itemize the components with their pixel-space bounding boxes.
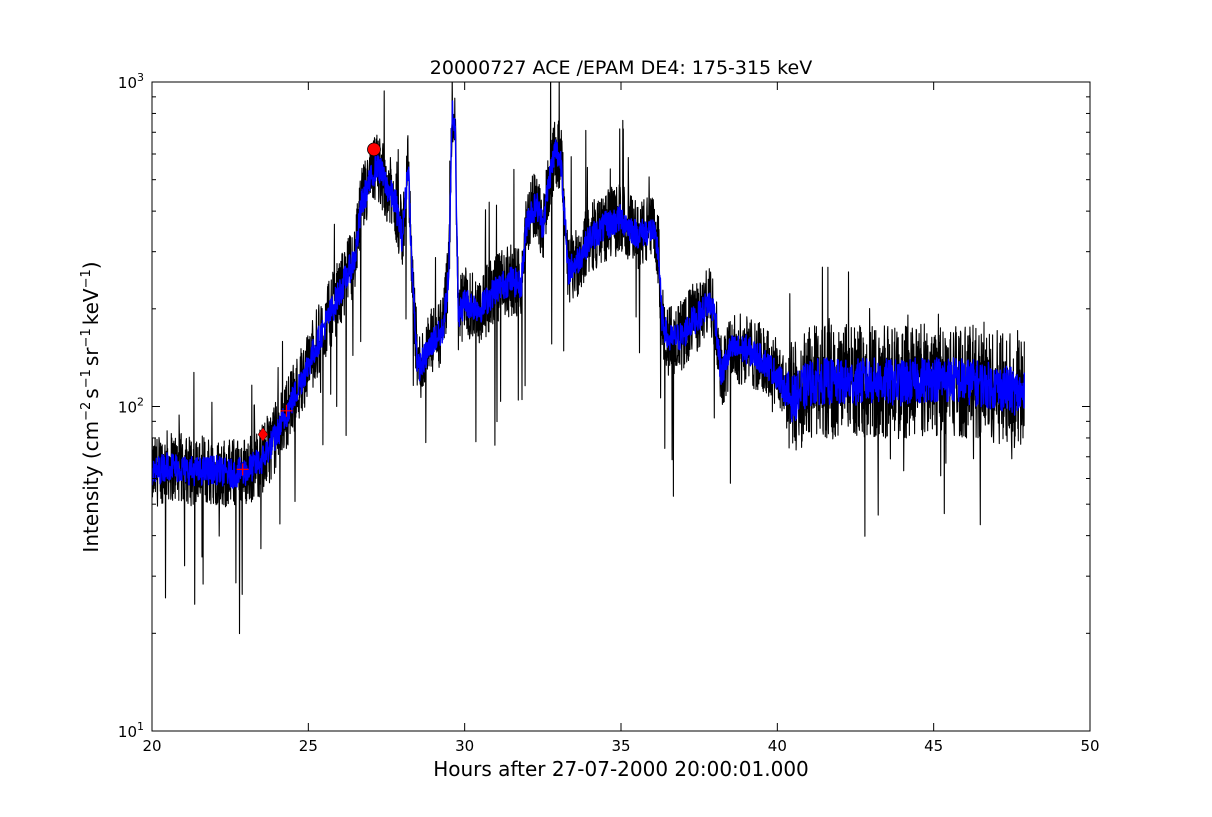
series-line-smoothed xyxy=(152,100,1025,489)
plot-area: 20 25 30 35 40 45 50 101 102 103 xyxy=(118,71,1100,755)
x-tick-label: 40 xyxy=(768,737,787,755)
x-tick-label: 50 xyxy=(1080,737,1099,755)
data-layer xyxy=(152,82,1025,635)
x-axis-label: Hours after 27-07-2000 20:00:01.000 xyxy=(433,757,809,781)
marker-plus xyxy=(280,404,293,417)
marker-circle xyxy=(367,142,381,157)
x-tick-label: 45 xyxy=(924,737,943,755)
series-line-raw xyxy=(152,82,1025,635)
x-tick-label: 20 xyxy=(142,737,161,755)
y-tick-label: 101 xyxy=(118,720,144,741)
marker-diamond xyxy=(257,427,269,442)
y-tick-label: 102 xyxy=(118,396,144,417)
x-tick-label: 25 xyxy=(299,737,318,755)
y-tick-label: 103 xyxy=(118,71,144,92)
x-tick-label: 35 xyxy=(611,737,630,755)
chart-title: 20000727 ACE /EPAM DE4: 175-315 keV xyxy=(430,57,812,79)
marker-plus xyxy=(236,463,249,476)
y-axis-label: Intensity (cm−2s−1sr−1keV−1) xyxy=(79,261,103,552)
x-tick-label: 30 xyxy=(455,737,474,755)
